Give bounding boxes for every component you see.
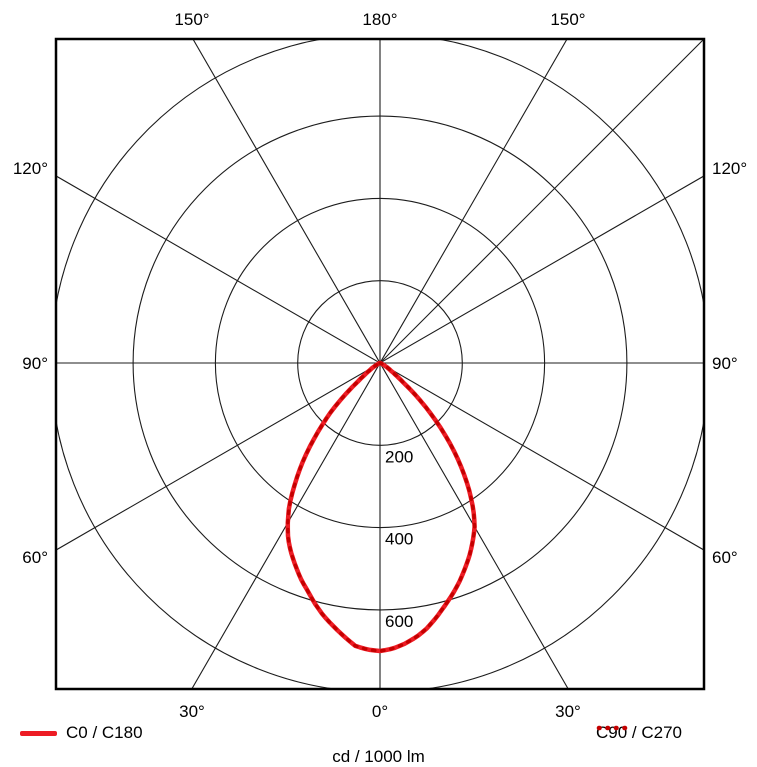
legend-c0-c180: C0 / C180 [20,723,143,742]
angle-label-bottom-1: 0° [372,702,388,721]
grid-ray-45-upper-right [379,39,704,364]
ring-label-400: 400 [385,530,413,549]
angle-label-left-2: 60° [22,548,48,567]
c90-c270-curve [286,361,477,653]
ring-label-600: 600 [385,612,413,631]
angle-label-left-0: 120° [13,159,48,178]
angle-label-right-2: 60° [712,548,738,567]
angle-label-bottom-0: 30° [179,702,205,721]
unit-caption: cd / 1000 lm [332,747,425,766]
angle-label-left-1: 90° [22,354,48,373]
angle-label-top-0: 150° [174,10,209,29]
plot-frame [54,37,706,691]
solid-line-swatch [20,730,57,736]
angle-label-bottom-2: 30° [555,702,581,721]
axis-labels: 150° 180° 150° 30° 0° 30° 120° 90° 60° 120° 90° 60°… [13,10,747,721]
angle-label-top-1: 180° [362,10,397,29]
dotted-line-swatch [596,725,636,731]
angle-label-top-2: 150° [550,10,585,29]
legend-c90-c270: C90 / C270 [596,723,682,742]
ring-label-200: 200 [385,447,413,466]
angle-label-right-0: 120° [712,159,747,178]
angle-label-right-1: 90° [712,354,738,373]
legend-c0-label: C0 / C180 [66,723,143,742]
